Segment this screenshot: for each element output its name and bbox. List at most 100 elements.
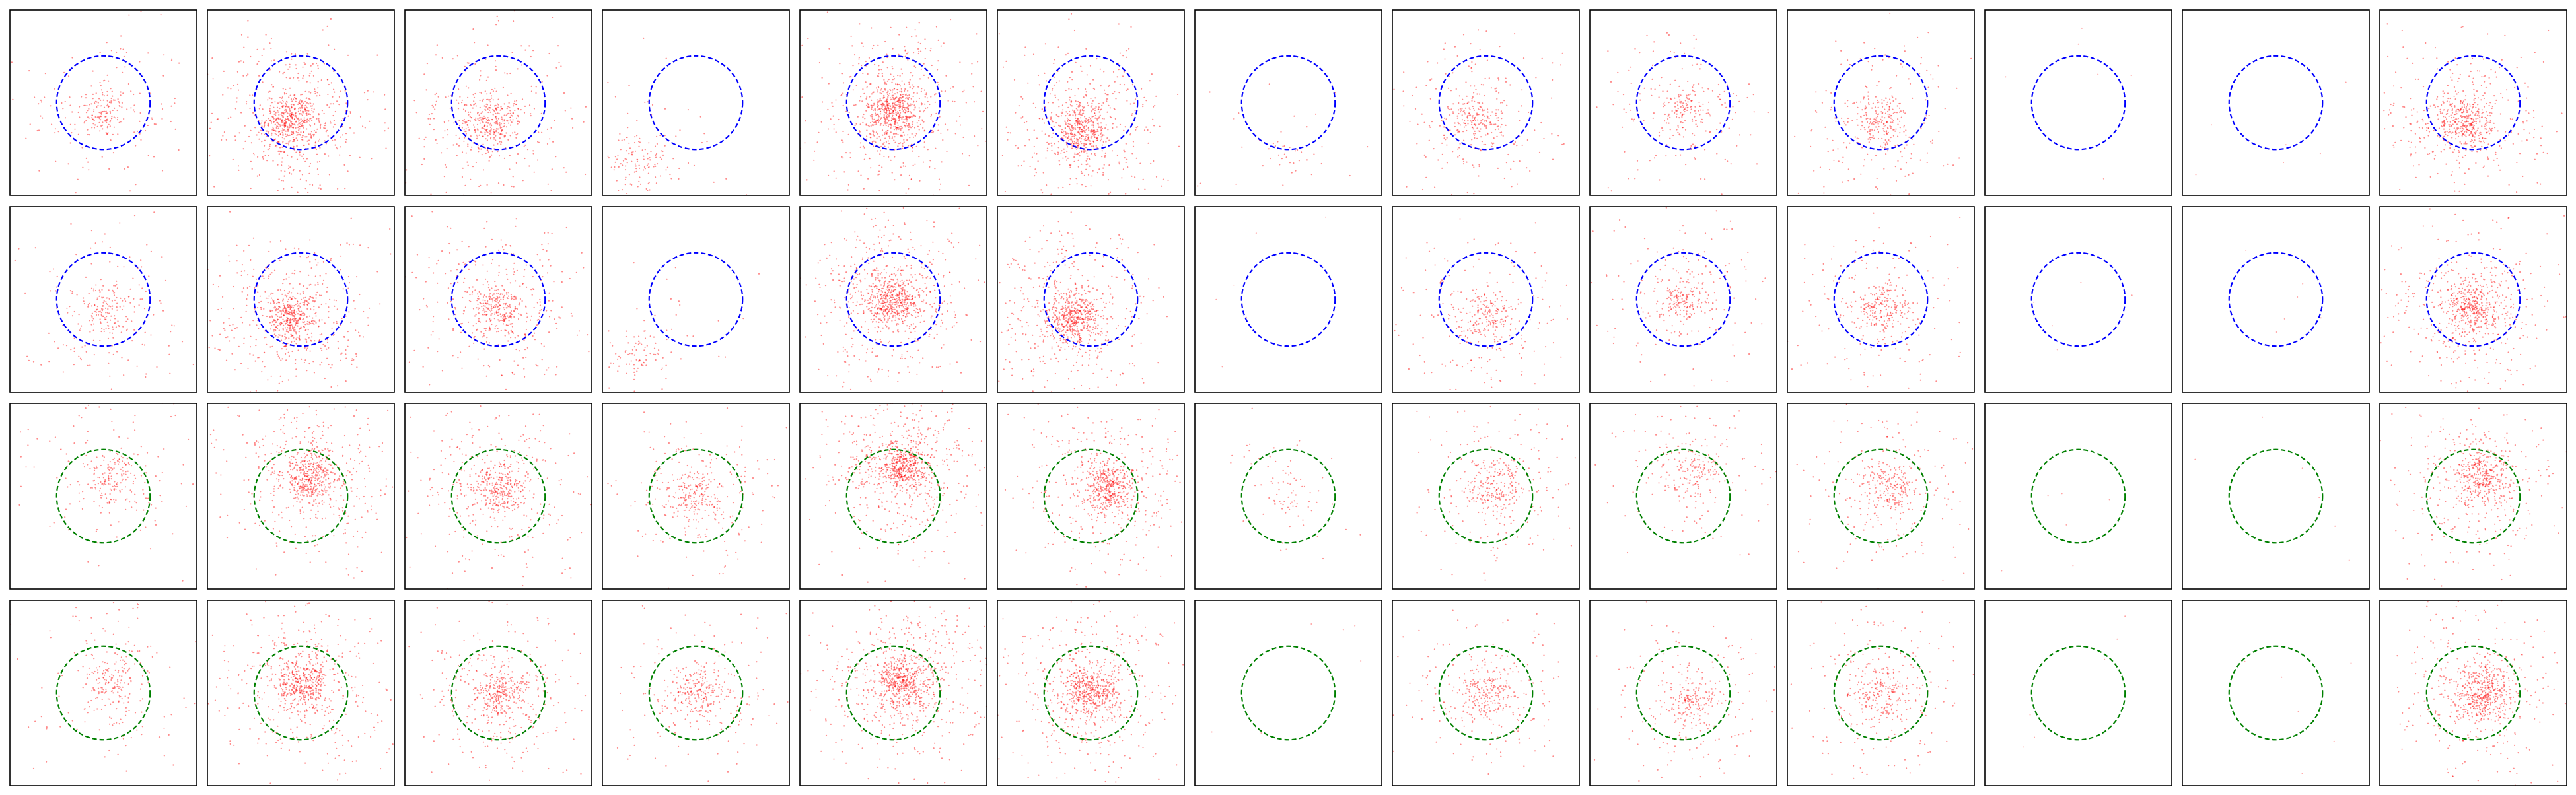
- scatter-point: [1827, 151, 1829, 153]
- scatter-point: [890, 99, 892, 101]
- scatter-point: [1081, 138, 1083, 140]
- scatter-point: [2417, 78, 2419, 80]
- scatter-point: [1905, 134, 1907, 136]
- scatter-point: [282, 134, 284, 137]
- scatter-point: [295, 121, 297, 123]
- scatter-point: [61, 102, 63, 104]
- scatter-point: [503, 122, 505, 125]
- scatter-point: [291, 114, 293, 116]
- scatter-point: [528, 45, 530, 47]
- scatter-point: [1526, 167, 1528, 169]
- scatter-point: [489, 133, 491, 135]
- scatter-point: [626, 150, 627, 152]
- scatter-point: [906, 139, 908, 141]
- scatter-point: [337, 188, 339, 190]
- scatter-point: [1476, 114, 1478, 116]
- scatter-point: [289, 63, 291, 65]
- scatter-point: [1875, 120, 1877, 122]
- scatter-point: [1046, 147, 1049, 149]
- scatter-point: [498, 113, 500, 115]
- scatter-point: [1089, 65, 1092, 67]
- scatter-point: [1138, 188, 1140, 190]
- scatter-point: [285, 121, 287, 123]
- scatter-point: [1313, 153, 1315, 155]
- scatter-point: [1092, 140, 1094, 142]
- scatter-point: [913, 100, 915, 102]
- scatter-point: [1108, 193, 1110, 195]
- scatter-point: [2464, 124, 2466, 126]
- scatter-point: [480, 119, 482, 121]
- scatter-point: [2431, 151, 2433, 153]
- scatter-point: [828, 174, 830, 176]
- scatter-point: [918, 156, 920, 158]
- scatter-point: [107, 106, 110, 108]
- scatter-point: [2462, 156, 2464, 158]
- scatter-point: [1104, 92, 1106, 95]
- scatter-point: [1082, 232, 1083, 234]
- scatter-point: [515, 103, 517, 106]
- scatter-point: [2486, 111, 2487, 113]
- scatter-point: [308, 133, 310, 135]
- scatter-point: [477, 146, 479, 148]
- scatter-point: [904, 90, 906, 92]
- scatter-point: [296, 139, 299, 141]
- scatter-point: [1519, 160, 1521, 162]
- scatter-point: [430, 193, 432, 195]
- scatter-point: [495, 139, 497, 141]
- scatter-point: [900, 129, 902, 131]
- scatter-point: [862, 72, 864, 75]
- scatter-point: [1910, 157, 1912, 159]
- scatter-point: [644, 168, 647, 170]
- scatter-point: [2479, 119, 2481, 121]
- scatter-point: [1797, 192, 1799, 194]
- scatter-point: [908, 129, 910, 131]
- scatter-point: [1087, 119, 1089, 121]
- scatter-point: [102, 128, 104, 130]
- scatter-point: [1872, 135, 1874, 137]
- scatter-point: [313, 196, 314, 197]
- scatter-point: [1847, 121, 1849, 123]
- scatter-point: [1704, 149, 1706, 151]
- scatter-point: [471, 117, 473, 119]
- scatter-point: [635, 170, 637, 172]
- scatter-point: [116, 51, 118, 53]
- scatter-point: [281, 120, 283, 121]
- scatter-point: [2443, 123, 2445, 125]
- scatter-point: [902, 116, 904, 118]
- scatter-point: [1873, 123, 1875, 125]
- scatter-point: [875, 131, 877, 133]
- scatter-point: [1496, 117, 1498, 119]
- scatter-point: [1098, 102, 1100, 105]
- scatter-point: [896, 104, 898, 106]
- scatter-point: [1686, 109, 1688, 111]
- scatter-point: [1075, 117, 1077, 119]
- scatter-point: [447, 95, 450, 97]
- scatter-point: [275, 145, 277, 147]
- scatter-point: [1865, 118, 1867, 120]
- scatter-point: [303, 111, 304, 113]
- scatter-point: [1686, 105, 1688, 107]
- scatter-point: [498, 155, 501, 157]
- scatter-point: [896, 127, 898, 129]
- scatter-point: [494, 116, 497, 118]
- scatter-point: [2462, 123, 2464, 125]
- scatter-point: [1876, 85, 1878, 86]
- scatter-point: [1493, 137, 1495, 139]
- scatter-point: [1093, 88, 1096, 90]
- scatter-point: [911, 116, 913, 118]
- scatter-point: [892, 103, 894, 105]
- scatter-point: [489, 104, 492, 106]
- scatter-point: [1365, 172, 1366, 174]
- scatter-point: [1081, 130, 1083, 132]
- scatter-point: [1078, 131, 1080, 133]
- scatter-point: [893, 112, 895, 114]
- scatter-point: [915, 35, 917, 37]
- scatter-point: [930, 115, 932, 117]
- scatter-point: [2418, 164, 2420, 166]
- scatter-point: [888, 143, 890, 145]
- scatter-point: [2468, 123, 2470, 125]
- scatter-point: [910, 127, 912, 129]
- scatter-point: [622, 164, 624, 166]
- scatter-point: [513, 168, 515, 169]
- scatter-point: [887, 108, 889, 110]
